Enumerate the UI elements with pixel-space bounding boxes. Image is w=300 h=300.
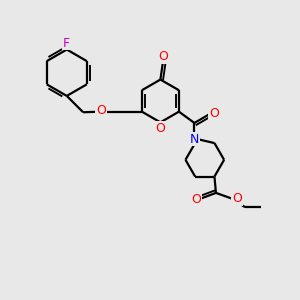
- Text: O: O: [209, 107, 219, 120]
- Text: N: N: [190, 133, 199, 146]
- Text: O: O: [155, 122, 165, 135]
- Text: O: O: [158, 50, 168, 63]
- Text: O: O: [191, 193, 201, 206]
- Text: F: F: [63, 37, 70, 50]
- Text: O: O: [232, 192, 242, 205]
- Text: O: O: [96, 104, 106, 117]
